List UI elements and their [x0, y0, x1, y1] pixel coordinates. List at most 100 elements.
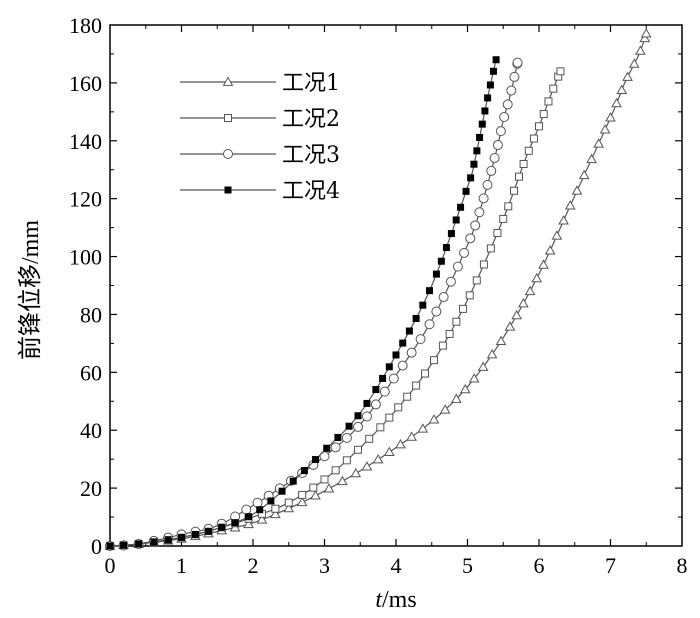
- data-point: [323, 483, 335, 493]
- x-axis-label: t/ms: [375, 587, 416, 613]
- data-point: [481, 107, 489, 115]
- x-axis-label-italic: t: [375, 587, 383, 613]
- data-point: [611, 97, 622, 108]
- data-point: [489, 152, 500, 163]
- data-point: [334, 433, 342, 441]
- data-point: [243, 518, 254, 529]
- data-point: [564, 200, 576, 210]
- data-point: [383, 446, 395, 457]
- data-point: [370, 399, 381, 410]
- data-point: [361, 411, 372, 422]
- data-point: [289, 477, 297, 485]
- data-point: [571, 185, 583, 195]
- y-tick-label: 180: [69, 13, 102, 38]
- data-point: [635, 45, 646, 55]
- y-tick-label: 0: [91, 534, 102, 559]
- legend-label: 工况1: [282, 71, 340, 96]
- data-point: [495, 126, 506, 137]
- data-point: [379, 386, 390, 397]
- data-point: [421, 369, 430, 378]
- data-point: [447, 230, 455, 238]
- data-point: [412, 315, 420, 323]
- x-tick-label: 2: [248, 553, 259, 578]
- data-point: [459, 247, 470, 258]
- data-point: [271, 504, 280, 513]
- data-point: [462, 187, 470, 195]
- y-tick-label: 140: [69, 129, 102, 154]
- data-point: [515, 172, 524, 181]
- legend-marker: [224, 186, 232, 194]
- data-point: [164, 536, 172, 544]
- data-point: [388, 373, 399, 384]
- legend-item-4: 工况4: [180, 179, 340, 204]
- data-point: [605, 112, 616, 122]
- data-point: [392, 351, 400, 359]
- data-point: [424, 319, 435, 330]
- data-point: [178, 533, 185, 541]
- data-point: [426, 287, 434, 295]
- data-point: [470, 220, 481, 231]
- data-point: [476, 133, 484, 141]
- y-tick-label: 60: [80, 360, 102, 385]
- x-tick-label: 0: [105, 553, 116, 578]
- data-point: [241, 504, 252, 515]
- data-point: [397, 360, 408, 371]
- data-point: [465, 291, 474, 300]
- data-point: [511, 309, 523, 320]
- y-tick-label: 160: [69, 71, 102, 96]
- data-point: [529, 134, 538, 143]
- data-point: [578, 169, 590, 180]
- data-point: [486, 81, 494, 89]
- data-point: [640, 28, 652, 38]
- data-point: [442, 244, 450, 252]
- x-tick-label: 1: [176, 553, 187, 578]
- data-point: [376, 423, 385, 432]
- plot-frame: [109, 24, 683, 547]
- data-point: [319, 451, 330, 462]
- data-point: [320, 475, 329, 484]
- data-point: [417, 423, 429, 433]
- data-point: [419, 301, 427, 309]
- data-point: [150, 538, 158, 546]
- data-point: [510, 186, 519, 195]
- data-point: [106, 542, 114, 550]
- series-layer: [104, 28, 652, 551]
- y-tick-label: 20: [80, 476, 102, 501]
- data-point: [468, 373, 480, 383]
- data-point: [616, 84, 628, 95]
- data-point: [457, 203, 465, 211]
- data-point: [256, 514, 268, 524]
- data-point: [439, 404, 451, 414]
- data-point: [489, 67, 497, 75]
- x-axis-label-unit: /ms: [382, 587, 417, 613]
- data-point: [445, 276, 456, 287]
- data-point: [415, 334, 426, 345]
- data-point: [499, 112, 510, 123]
- data-point: [365, 434, 374, 443]
- data-point: [330, 442, 341, 453]
- data-point: [495, 335, 507, 345]
- data-point: [284, 498, 293, 507]
- data-point: [524, 285, 536, 296]
- data-point: [459, 304, 468, 313]
- legend-label: 工况4: [282, 179, 340, 204]
- data-point: [245, 513, 253, 521]
- legend-item-3: 工况3: [180, 143, 340, 168]
- legend-marker: [223, 149, 233, 159]
- data-point: [452, 261, 463, 272]
- data-point: [551, 230, 563, 240]
- data-point: [350, 467, 362, 478]
- data-point: [310, 490, 321, 500]
- data-point: [492, 56, 500, 64]
- data-point: [556, 67, 565, 76]
- data-point: [544, 97, 553, 106]
- data-point: [432, 270, 440, 278]
- data-point: [300, 467, 308, 475]
- data-point: [231, 519, 239, 527]
- data-point: [484, 94, 492, 102]
- data-point: [504, 202, 513, 211]
- data-point: [467, 174, 475, 182]
- data-point: [354, 445, 363, 454]
